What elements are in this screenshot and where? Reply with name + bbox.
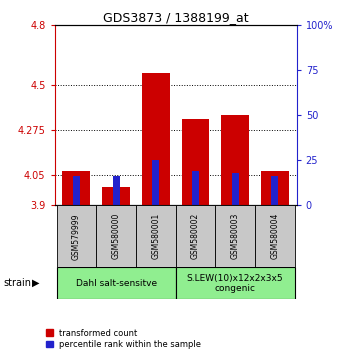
- Text: GSM580001: GSM580001: [151, 213, 160, 259]
- Bar: [113, 176, 120, 205]
- Bar: [136, 205, 176, 267]
- Text: GSM580003: GSM580003: [231, 213, 240, 259]
- Bar: [181, 119, 209, 205]
- Bar: [176, 205, 215, 267]
- Bar: [73, 176, 80, 205]
- Bar: [261, 171, 289, 205]
- Bar: [215, 205, 255, 267]
- Bar: [271, 176, 278, 205]
- Bar: [221, 115, 249, 205]
- Text: GSM580000: GSM580000: [112, 213, 121, 259]
- Text: Dahl salt-sensitve: Dahl salt-sensitve: [75, 279, 157, 288]
- Text: S.LEW(10)x12x2x3x5
congenic: S.LEW(10)x12x2x3x5 congenic: [187, 274, 283, 293]
- Bar: [57, 267, 176, 299]
- Title: GDS3873 / 1388199_at: GDS3873 / 1388199_at: [103, 11, 249, 24]
- Text: ▶: ▶: [32, 278, 40, 288]
- Legend: transformed count, percentile rank within the sample: transformed count, percentile rank withi…: [45, 328, 202, 350]
- Bar: [142, 73, 170, 205]
- Bar: [192, 171, 199, 205]
- Bar: [255, 205, 295, 267]
- Text: GSM580002: GSM580002: [191, 213, 200, 259]
- Bar: [152, 160, 159, 205]
- Bar: [96, 205, 136, 267]
- Text: strain: strain: [3, 278, 31, 288]
- Bar: [176, 267, 295, 299]
- Bar: [102, 187, 130, 205]
- Bar: [57, 205, 96, 267]
- Bar: [232, 173, 239, 205]
- Text: GSM579999: GSM579999: [72, 213, 81, 259]
- Text: GSM580004: GSM580004: [270, 213, 279, 259]
- Bar: [62, 171, 90, 205]
